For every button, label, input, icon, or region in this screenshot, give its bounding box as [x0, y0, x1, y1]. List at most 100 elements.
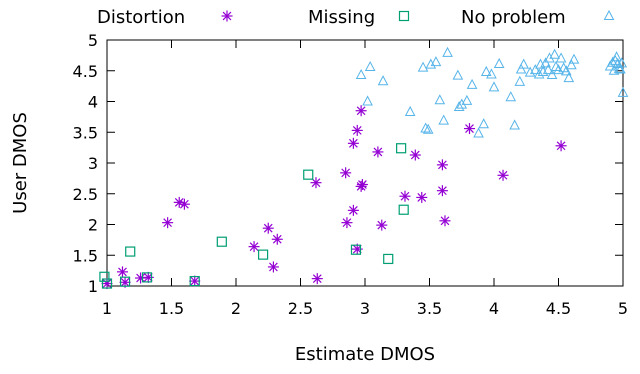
y-tick-label: 5 — [88, 31, 98, 50]
data-point — [542, 64, 554, 75]
data-point — [607, 56, 619, 67]
data-point — [416, 191, 428, 203]
data-point — [355, 105, 367, 117]
data-point — [615, 63, 626, 74]
data-point — [488, 81, 500, 92]
legend-label: No problem — [461, 7, 566, 28]
data-point — [529, 64, 541, 75]
data-point — [546, 68, 558, 80]
data-point — [604, 60, 616, 71]
y-tick-label: 4 — [88, 93, 98, 112]
data-point — [125, 246, 136, 257]
data-point — [568, 53, 580, 64]
data-point — [417, 61, 429, 72]
data-point — [466, 78, 478, 89]
data-point — [613, 62, 625, 73]
y-axis-label: User DMOS — [10, 112, 31, 214]
legend-label: Missing — [308, 7, 375, 28]
data-point — [141, 272, 153, 283]
data-point — [493, 57, 505, 68]
data-point — [142, 271, 154, 283]
data-point — [563, 72, 575, 83]
legend-marker — [398, 10, 410, 22]
x-tick-label: 5 — [618, 299, 628, 318]
x-tick-label: 4.5 — [546, 299, 571, 318]
data-point — [505, 91, 517, 102]
data-point — [461, 94, 473, 105]
data-points — [99, 46, 629, 290]
x-axis-label: Estimate DMOS — [295, 344, 435, 365]
x-tick-label: 2.5 — [288, 299, 313, 318]
data-point — [456, 98, 468, 109]
data-point — [549, 48, 560, 59]
data-point — [514, 75, 526, 86]
data-point — [518, 58, 530, 69]
data-point — [347, 204, 359, 216]
data-point — [422, 123, 434, 134]
y-tick-label: 1.5 — [73, 246, 98, 265]
data-point — [436, 159, 448, 171]
data-point — [355, 68, 367, 80]
data-point — [524, 66, 536, 77]
series-missing — [99, 143, 409, 289]
data-point — [452, 69, 464, 80]
data-point — [310, 177, 322, 189]
data-point — [420, 122, 431, 133]
data-point — [101, 278, 113, 290]
data-point — [189, 275, 200, 287]
data-point — [340, 167, 352, 179]
data-point — [509, 119, 520, 130]
x-tick-label: 1.5 — [159, 299, 184, 318]
data-point — [364, 60, 376, 72]
x-tick-label: 4 — [489, 299, 499, 318]
x-tick-label: 2 — [231, 299, 241, 318]
data-point — [383, 253, 394, 265]
data-point — [612, 57, 624, 68]
data-point — [362, 95, 373, 106]
data-point — [311, 273, 323, 285]
data-point — [616, 57, 628, 68]
data-point — [303, 169, 314, 180]
x-axis: 1 1.5 2 2.5 3 3.5 4 4.5 5 — [102, 40, 628, 318]
data-point — [404, 105, 416, 116]
data-point — [442, 46, 453, 57]
data-point — [434, 94, 446, 105]
data-point — [347, 137, 359, 149]
data-point — [399, 190, 411, 202]
data-point — [473, 127, 484, 138]
x-tick-label: 1 — [102, 299, 112, 318]
series-no-problem — [355, 46, 629, 138]
legend-marker — [603, 9, 615, 20]
data-point — [216, 236, 227, 247]
data-point — [544, 52, 555, 63]
y-tick-label: 1 — [88, 277, 98, 296]
data-point — [515, 63, 527, 74]
x-tick-label: 3 — [360, 299, 370, 318]
data-point — [463, 123, 475, 135]
y-tick-label: 2 — [88, 216, 98, 235]
y-tick-label: 3 — [88, 154, 98, 173]
data-point — [438, 114, 450, 125]
data-point — [480, 65, 492, 76]
legend-marker — [221, 10, 233, 22]
data-point — [540, 57, 551, 68]
x-tick-label: 3.5 — [417, 299, 442, 318]
y-axis: 1 1.5 2 2.5 3 3.5 4 4.5 5 — [73, 31, 623, 296]
data-point — [135, 272, 147, 284]
data-point — [101, 278, 113, 289]
data-point — [271, 233, 283, 245]
series-distortion — [101, 105, 567, 290]
data-point — [376, 219, 388, 231]
data-point — [560, 65, 572, 76]
data-point — [555, 52, 567, 63]
data-point — [533, 68, 545, 79]
data-point — [189, 275, 201, 287]
data-point — [555, 140, 567, 152]
data-point — [436, 185, 448, 197]
data-point — [566, 59, 577, 70]
data-point — [377, 75, 389, 86]
y-tick-label: 3.5 — [73, 123, 98, 142]
data-point — [356, 179, 368, 191]
data-point — [178, 198, 190, 210]
